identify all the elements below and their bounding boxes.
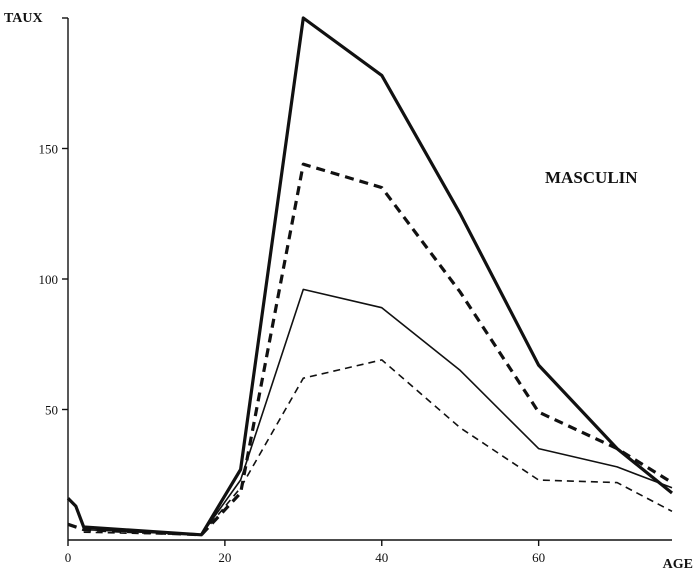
series-line-4-dashed-thin bbox=[83, 359, 673, 536]
y-tick-label: 150 bbox=[39, 142, 59, 157]
x-tick-label: 60 bbox=[532, 550, 545, 565]
x-tick-label: 20 bbox=[218, 550, 231, 565]
x-tick-label: 0 bbox=[65, 550, 72, 565]
series-line-3-solid-thin bbox=[83, 288, 673, 536]
series-line-1-solid-thick bbox=[66, 16, 674, 537]
y-tick-label: 50 bbox=[45, 403, 58, 418]
series-line-2-dashed-thick bbox=[67, 162, 673, 537]
chart-title: MASCULIN bbox=[545, 168, 638, 187]
x-axis-label: AGE bbox=[663, 557, 693, 572]
ticks-layer: 50 100 150 0 20 40 60 bbox=[39, 17, 545, 565]
series-layer bbox=[66, 16, 674, 537]
x-tick-label: 40 bbox=[375, 550, 388, 565]
y-axis-label: TAUX bbox=[4, 11, 43, 26]
y-tick-label: 100 bbox=[39, 272, 59, 287]
axes bbox=[67, 18, 672, 541]
